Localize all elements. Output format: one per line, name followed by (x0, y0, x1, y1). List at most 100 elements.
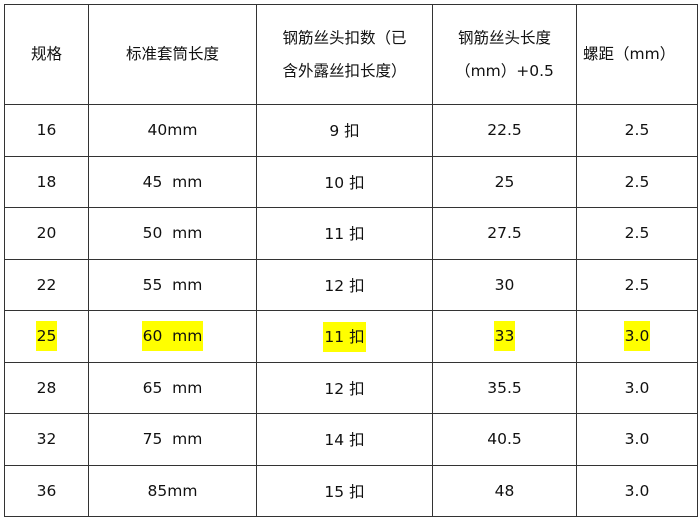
cell-text: 65 mm (142, 378, 203, 397)
cell-text: 12 扣 (324, 276, 365, 295)
cell-thread-count: 15 扣 (256, 464, 433, 517)
header-text: 钢筋丝头长度 (457, 28, 551, 47)
cell-thread-count: 9 扣 (256, 104, 433, 157)
rebar-coupler-spec-table: 规格 标准套筒长度 钢筋丝头扣数（已 含外露丝扣长度） 钢筋丝头长度 （mm）+0.5 螺距… (4, 4, 698, 517)
cell-spec: 16 (4, 104, 89, 157)
header-text: 螺距（mm） (583, 45, 676, 63)
cell-standard-sleeve-length: 40mm (88, 104, 257, 157)
cell-text: 2.5 (624, 121, 650, 140)
header-text: 钢筋丝头扣数（已 (282, 28, 407, 47)
cell-thread-length: 33 (432, 310, 577, 363)
cell-text: 14 扣 (324, 431, 365, 450)
header-pitch: 螺距（mm） (576, 4, 698, 105)
cell-spec: 25 (4, 310, 89, 363)
cell-thread-length: 35.5 (432, 361, 577, 414)
cell-pitch: 3.0 (576, 310, 698, 363)
cell-standard-sleeve-length: 45 mm (88, 155, 257, 208)
table-row: 18 45 mm 10 扣 25 2.5 (4, 155, 698, 208)
header-thread-count: 钢筋丝头扣数（已 含外露丝扣长度） (256, 4, 433, 105)
cell-pitch: 2.5 (576, 207, 698, 260)
cell-text: 40.5 (487, 430, 522, 449)
cell-thread-length: 40.5 (432, 413, 577, 466)
cell-pitch: 2.5 (576, 104, 698, 157)
cell-standard-sleeve-length: 75 mm (88, 413, 257, 466)
cell-text: 9 扣 (329, 122, 360, 141)
table-row: 36 85mm 15 扣 48 3.0 (4, 464, 698, 517)
cell-pitch: 3.0 (576, 361, 698, 414)
cell-text: 32 (36, 430, 57, 449)
table-row-highlighted: 25 60 mm 11 扣 33 3.0 (4, 310, 698, 363)
cell-spec: 36 (4, 464, 89, 517)
cell-spec: 20 (4, 207, 89, 260)
cell-text: 75 mm (142, 430, 203, 449)
cell-text: 11 扣 (323, 322, 366, 353)
cell-text: 12 扣 (324, 379, 365, 398)
cell-text: 3.0 (624, 378, 650, 397)
cell-thread-length: 25 (432, 155, 577, 208)
cell-standard-sleeve-length: 65 mm (88, 361, 257, 414)
cell-thread-count: 14 扣 (256, 413, 433, 466)
cell-spec: 32 (4, 413, 89, 466)
cell-thread-length: 22.5 (432, 104, 577, 157)
cell-standard-sleeve-length: 55 mm (88, 258, 257, 311)
header-spec: 规格 (4, 4, 89, 105)
table-row: 28 65 mm 12 扣 35.5 3.0 (4, 361, 698, 414)
cell-thread-length: 48 (432, 464, 577, 517)
table-row: 20 50 mm 11 扣 27.5 2.5 (4, 207, 698, 260)
cell-thread-count: 12 扣 (256, 361, 433, 414)
cell-text: 10 扣 (324, 173, 365, 192)
cell-text: 22 (36, 275, 57, 294)
cell-text: 28 (36, 378, 57, 397)
cell-thread-count: 12 扣 (256, 258, 433, 311)
cell-text: 16 (36, 121, 57, 140)
cell-text: 35.5 (487, 378, 522, 397)
cell-pitch: 2.5 (576, 155, 698, 208)
header-standard-sleeve-length: 标准套筒长度 (88, 4, 257, 105)
header-text: 规格 (30, 45, 62, 63)
cell-pitch: 3.0 (576, 413, 698, 466)
cell-text: 55 mm (142, 275, 203, 294)
cell-thread-count: 10 扣 (256, 155, 433, 208)
header-row: 规格 标准套筒长度 钢筋丝头扣数（已 含外露丝扣长度） 钢筋丝头长度 （mm）+0.5 螺距… (4, 4, 698, 105)
header-text: 含外露丝扣长度） (282, 61, 407, 80)
cell-standard-sleeve-length: 50 mm (88, 207, 257, 260)
cell-text: 20 (36, 224, 57, 243)
cell-text: 22.5 (487, 121, 522, 140)
cell-standard-sleeve-length: 85mm (88, 464, 257, 517)
cell-thread-count: 11 扣 (256, 310, 433, 363)
cell-text: 27.5 (487, 224, 522, 243)
table-row: 32 75 mm 14 扣 40.5 3.0 (4, 413, 698, 466)
cell-text: 3.0 (624, 481, 650, 500)
cell-text: 3.0 (623, 321, 651, 352)
table-row: 16 40mm 9 扣 22.5 2.5 (4, 104, 698, 157)
cell-spec: 28 (4, 361, 89, 414)
table-row: 22 55 mm 12 扣 30 2.5 (4, 258, 698, 311)
cell-spec: 22 (4, 258, 89, 311)
cell-text: 30 (494, 275, 515, 294)
cell-text: 2.5 (624, 224, 650, 243)
header-text: （mm）+0.5 (455, 61, 554, 80)
cell-pitch: 2.5 (576, 258, 698, 311)
cell-text: 40mm (147, 121, 198, 140)
cell-spec: 18 (4, 155, 89, 208)
cell-standard-sleeve-length: 60 mm (88, 310, 257, 363)
cell-text: 36 (36, 481, 57, 500)
cell-text: 60 mm (141, 321, 204, 352)
cell-text: 18 (36, 172, 57, 191)
cell-text: 45 mm (142, 172, 203, 191)
cell-text: 33 (493, 321, 516, 352)
cell-text: 85mm (147, 481, 198, 500)
cell-thread-count: 11 扣 (256, 207, 433, 260)
cell-text: 50 mm (142, 224, 203, 243)
cell-text: 11 扣 (324, 225, 365, 244)
cell-pitch: 3.0 (576, 464, 698, 517)
cell-text: 3.0 (624, 430, 650, 449)
cell-text: 25 (35, 321, 58, 352)
cell-text: 25 (494, 172, 515, 191)
header-thread-length: 钢筋丝头长度 （mm）+0.5 (432, 4, 577, 105)
cell-text: 2.5 (624, 172, 650, 191)
header-text: 标准套筒长度 (125, 45, 219, 63)
cell-text: 48 (494, 481, 515, 500)
cell-text: 2.5 (624, 275, 650, 294)
cell-text: 15 扣 (324, 482, 365, 501)
